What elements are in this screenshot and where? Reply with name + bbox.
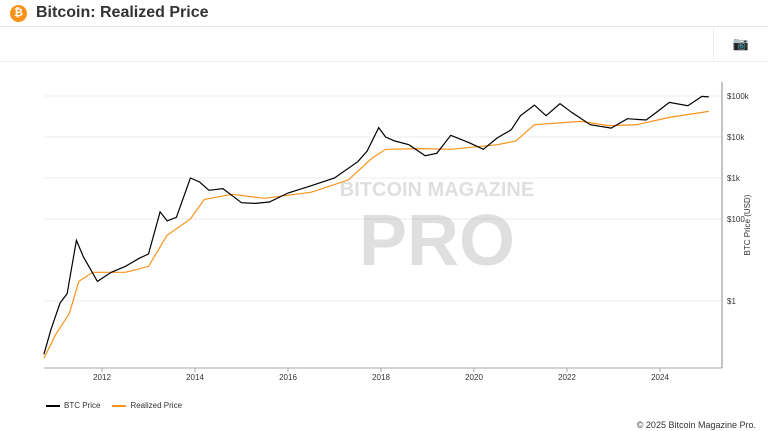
x-tick-label: 2012 [93, 373, 111, 382]
header: ₿ Bitcoin: Realized Price [0, 0, 768, 27]
series-line-btc-price [43, 95, 709, 355]
x-tick-label: 2014 [186, 373, 204, 382]
x-tick-label: 2024 [651, 373, 669, 382]
y-tick-label: $100 [727, 215, 745, 224]
x-tick-label: 2020 [465, 373, 483, 382]
watermark-line1: BITCOIN MAGAZINE [340, 179, 534, 201]
toolbar: 📷 [0, 27, 768, 62]
x-tick-label: 2016 [279, 373, 297, 382]
y-tick-label: $1k [727, 174, 741, 183]
bitcoin-icon: ₿ [10, 4, 27, 22]
y-axis-label: BTC Price (USD) [743, 194, 752, 255]
legend-item-realized-price[interactable]: Realized Price [112, 401, 182, 410]
legend: BTC Price Realized Price [46, 401, 182, 410]
series-line-realized-price [43, 110, 709, 359]
y-tick-label: $100k [727, 92, 750, 101]
x-tick-label: 2022 [558, 373, 576, 382]
y-tick-label: $1 [727, 297, 736, 306]
x-tick-label: 2018 [372, 373, 390, 382]
y-tick-label: $10k [727, 133, 745, 142]
copyright: © 2025 Bitcoin Magazine Pro. [636, 420, 756, 430]
watermark-line2: PRO [359, 201, 515, 281]
watermark: BITCOIN MAGAZINE PRO [340, 179, 534, 281]
camera-icon[interactable]: 📷 [713, 27, 768, 61]
page-title: Bitcoin: Realized Price [36, 4, 209, 21]
legend-item-btc-price[interactable]: BTC Price [46, 401, 100, 410]
